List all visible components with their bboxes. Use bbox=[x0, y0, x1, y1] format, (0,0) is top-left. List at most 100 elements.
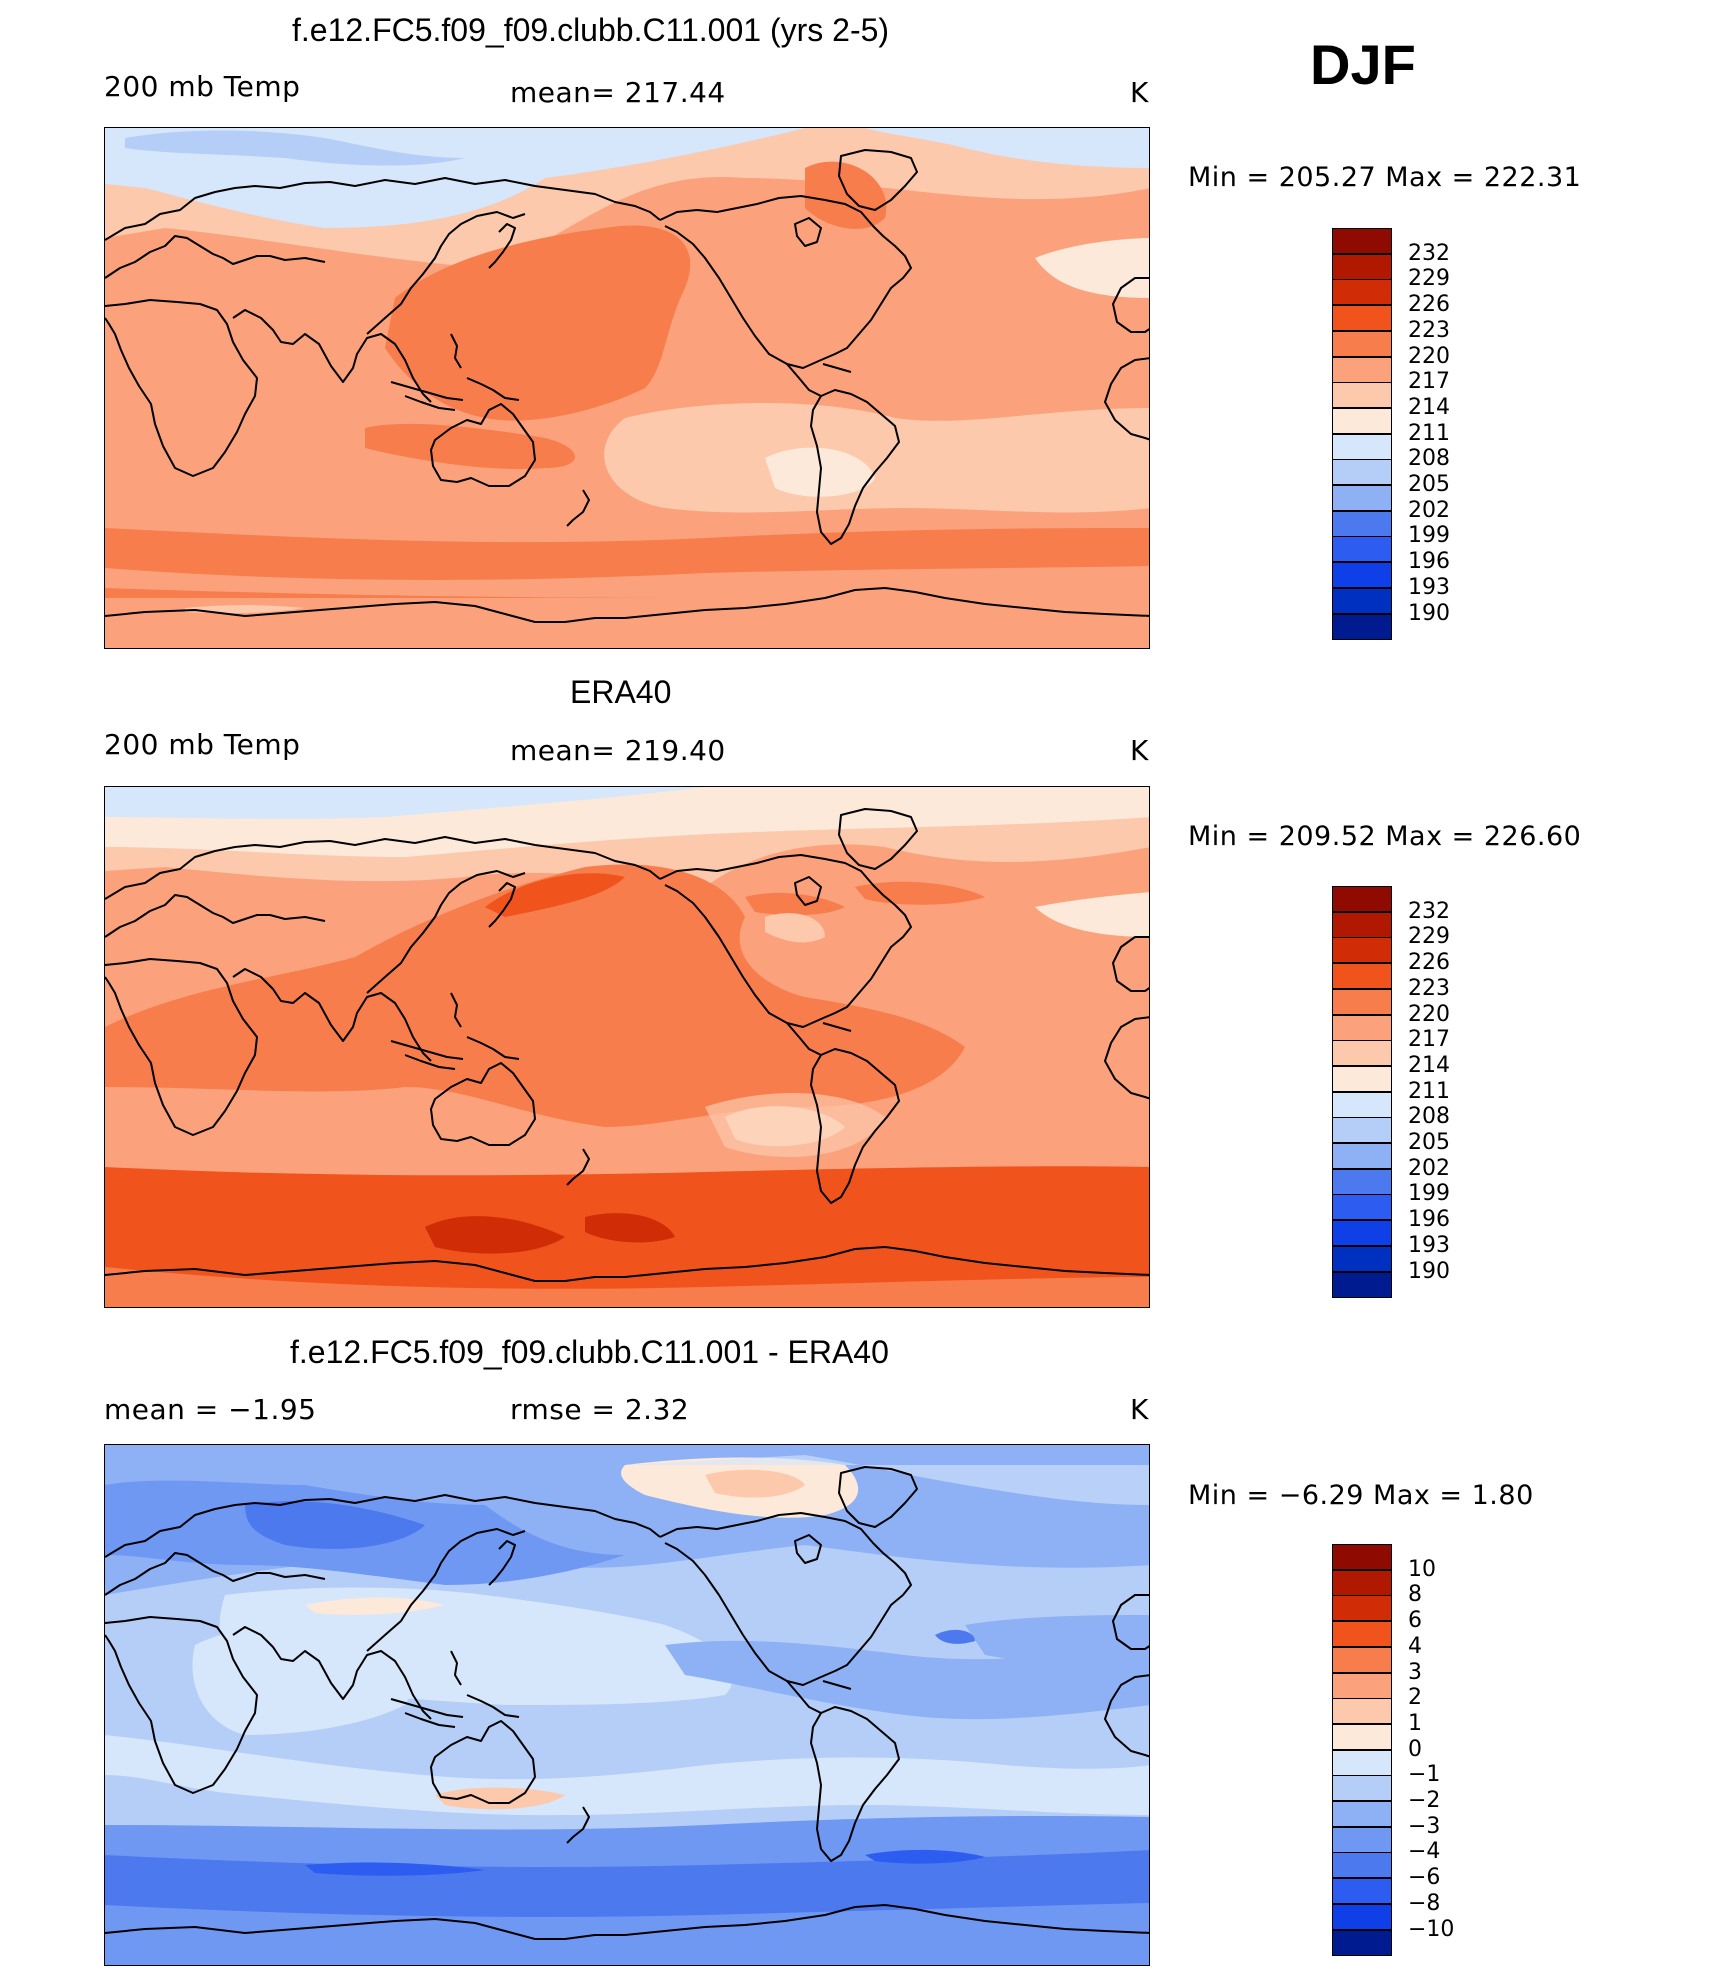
colorbar-tick-label: 229 bbox=[1408, 924, 1450, 950]
colorbar-swatch bbox=[1332, 988, 1392, 1015]
colorbar-swatch bbox=[1332, 1878, 1392, 1905]
colorbar-tick-label: 223 bbox=[1408, 975, 1450, 1001]
colorbar-swatch bbox=[1332, 886, 1392, 912]
colorbar-swatch bbox=[1332, 1929, 1392, 1956]
colorbar-tick-label: 232 bbox=[1408, 898, 1450, 924]
panel2-map bbox=[104, 786, 1150, 1308]
colorbar-swatch bbox=[1332, 1040, 1392, 1067]
colorbar-swatch bbox=[1332, 407, 1392, 434]
colorbar-swatch bbox=[1332, 1749, 1392, 1776]
colorbar-tick-label: 220 bbox=[1408, 1001, 1450, 1027]
colorbar-swatch bbox=[1332, 911, 1392, 938]
colorbar-tick-label: 220 bbox=[1408, 343, 1450, 369]
colorbar-swatch bbox=[1332, 1775, 1392, 1802]
colorbar-swatch bbox=[1332, 1646, 1392, 1673]
colorbar-swatch bbox=[1332, 1168, 1392, 1195]
colorbar-swatch bbox=[1332, 1903, 1392, 1930]
colorbar-tick-label: 217 bbox=[1408, 1027, 1450, 1053]
colorbar-tick-label: 190 bbox=[1408, 600, 1450, 626]
colorbar-tick-label: 3 bbox=[1408, 1659, 1422, 1685]
colorbar-swatch bbox=[1332, 510, 1392, 537]
colorbar-swatch bbox=[1332, 613, 1392, 640]
colorbar-tick-label: −4 bbox=[1408, 1839, 1441, 1865]
colorbar-tick-label: −8 bbox=[1408, 1890, 1441, 1916]
colorbar-tick-label: 223 bbox=[1408, 317, 1450, 343]
colorbar-swatch bbox=[1332, 305, 1392, 332]
colorbar-swatch bbox=[1332, 1672, 1392, 1699]
panel3-map bbox=[104, 1444, 1150, 1966]
colorbar-swatch bbox=[1332, 1014, 1392, 1041]
colorbar-swatch bbox=[1332, 433, 1392, 460]
colorbar-swatch bbox=[1332, 228, 1392, 254]
colorbar-tick-label: 190 bbox=[1408, 1258, 1450, 1284]
panel2-title: ERA40 bbox=[570, 674, 672, 710]
panel2-min-max: Min = 209.52 Max = 226.60 bbox=[1188, 821, 1582, 852]
panel2-units-label: K bbox=[1130, 734, 1149, 767]
colorbar-tick-label: 202 bbox=[1408, 1155, 1450, 1181]
season-label: DJF bbox=[1310, 33, 1416, 96]
colorbar-swatch bbox=[1332, 1194, 1392, 1221]
colorbar-swatch bbox=[1332, 279, 1392, 306]
colorbar-swatch bbox=[1332, 1852, 1392, 1879]
panel2-variable-label: 200 mb Temp bbox=[104, 728, 301, 761]
colorbar-tick-label: 4 bbox=[1408, 1633, 1422, 1659]
colorbar-swatch bbox=[1332, 1065, 1392, 1092]
colorbar-tick-label: 214 bbox=[1408, 1052, 1450, 1078]
colorbar-tick-label: 232 bbox=[1408, 240, 1450, 266]
colorbar-tick-label: 214 bbox=[1408, 394, 1450, 420]
colorbar-swatch bbox=[1332, 1117, 1392, 1144]
panel3-rmse-label: rmse = 2.32 bbox=[510, 1393, 690, 1426]
colorbar-swatch bbox=[1332, 587, 1392, 614]
colorbar-tick-label: 208 bbox=[1408, 446, 1450, 472]
colorbar-swatch bbox=[1332, 330, 1392, 357]
colorbar-tick-label: −3 bbox=[1408, 1813, 1441, 1839]
colorbar-tick-label: 8 bbox=[1408, 1582, 1422, 1608]
colorbar-swatch bbox=[1332, 1595, 1392, 1622]
colorbar-swatch bbox=[1332, 1801, 1392, 1827]
colorbar-tick-label: 226 bbox=[1408, 950, 1450, 976]
colorbar-tick-label: 1 bbox=[1408, 1710, 1422, 1736]
colorbar-swatch bbox=[1332, 1143, 1392, 1169]
panel3-map-field bbox=[105, 1445, 1149, 1965]
colorbar-tick-label: 205 bbox=[1408, 1130, 1450, 1155]
colorbar-swatch bbox=[1332, 1544, 1392, 1570]
colorbar-tick-label: 208 bbox=[1408, 1104, 1450, 1130]
colorbar-tick-label: 193 bbox=[1408, 1232, 1450, 1258]
colorbar-swatch bbox=[1332, 1621, 1392, 1648]
colorbar-tick-label: 199 bbox=[1408, 1181, 1450, 1207]
colorbar-swatch bbox=[1332, 356, 1392, 383]
colorbar-swatch bbox=[1332, 937, 1392, 964]
colorbar-tick-label: 211 bbox=[1408, 1078, 1450, 1104]
panel1-title: f.e12.FC5.f09_f09.clubb.C11.001 (yrs 2-5… bbox=[292, 12, 890, 48]
panel3-title: f.e12.FC5.f09_f09.clubb.C11.001 - ERA40 bbox=[290, 1334, 889, 1370]
colorbar-swatch bbox=[1332, 1091, 1392, 1118]
colorbar-tick-label: 199 bbox=[1408, 523, 1450, 549]
colorbar-tick-label: 2 bbox=[1408, 1685, 1422, 1711]
colorbar-tick-label: −1 bbox=[1408, 1762, 1441, 1788]
colorbar-swatch bbox=[1332, 1271, 1392, 1298]
colorbar-tick-label: 0 bbox=[1408, 1736, 1422, 1762]
colorbar-tick-label: 226 bbox=[1408, 292, 1450, 318]
panel3-mean-label: mean = −1.95 bbox=[104, 1393, 317, 1426]
panel2-mean-label: mean= 219.40 bbox=[510, 734, 726, 767]
panel1-mean-label: mean= 217.44 bbox=[510, 76, 726, 109]
colorbar-swatch bbox=[1332, 382, 1392, 409]
colorbar-tick-label: 211 bbox=[1408, 420, 1450, 446]
colorbar-tick-label: 10 bbox=[1408, 1556, 1436, 1582]
panel1-map-field bbox=[105, 128, 1149, 648]
panel3-units-label: K bbox=[1130, 1393, 1149, 1426]
panel1-variable-label: 200 mb Temp bbox=[104, 70, 301, 103]
colorbar-swatch bbox=[1332, 536, 1392, 563]
panel1-map bbox=[104, 127, 1150, 649]
colorbar-tick-label: 6 bbox=[1408, 1608, 1422, 1634]
colorbar-swatch bbox=[1332, 1220, 1392, 1247]
panel1-min-max: Min = 205.27 Max = 222.31 bbox=[1188, 162, 1582, 193]
colorbar-tick-label: 217 bbox=[1408, 369, 1450, 395]
colorbar-tick-label: 205 bbox=[1408, 472, 1450, 497]
colorbar-swatch bbox=[1332, 1723, 1392, 1750]
colorbar-swatch bbox=[1332, 1826, 1392, 1853]
colorbar-swatch bbox=[1332, 459, 1392, 486]
colorbar-swatch bbox=[1332, 1245, 1392, 1272]
colorbar-swatch bbox=[1332, 485, 1392, 511]
colorbar-swatch bbox=[1332, 1698, 1392, 1725]
